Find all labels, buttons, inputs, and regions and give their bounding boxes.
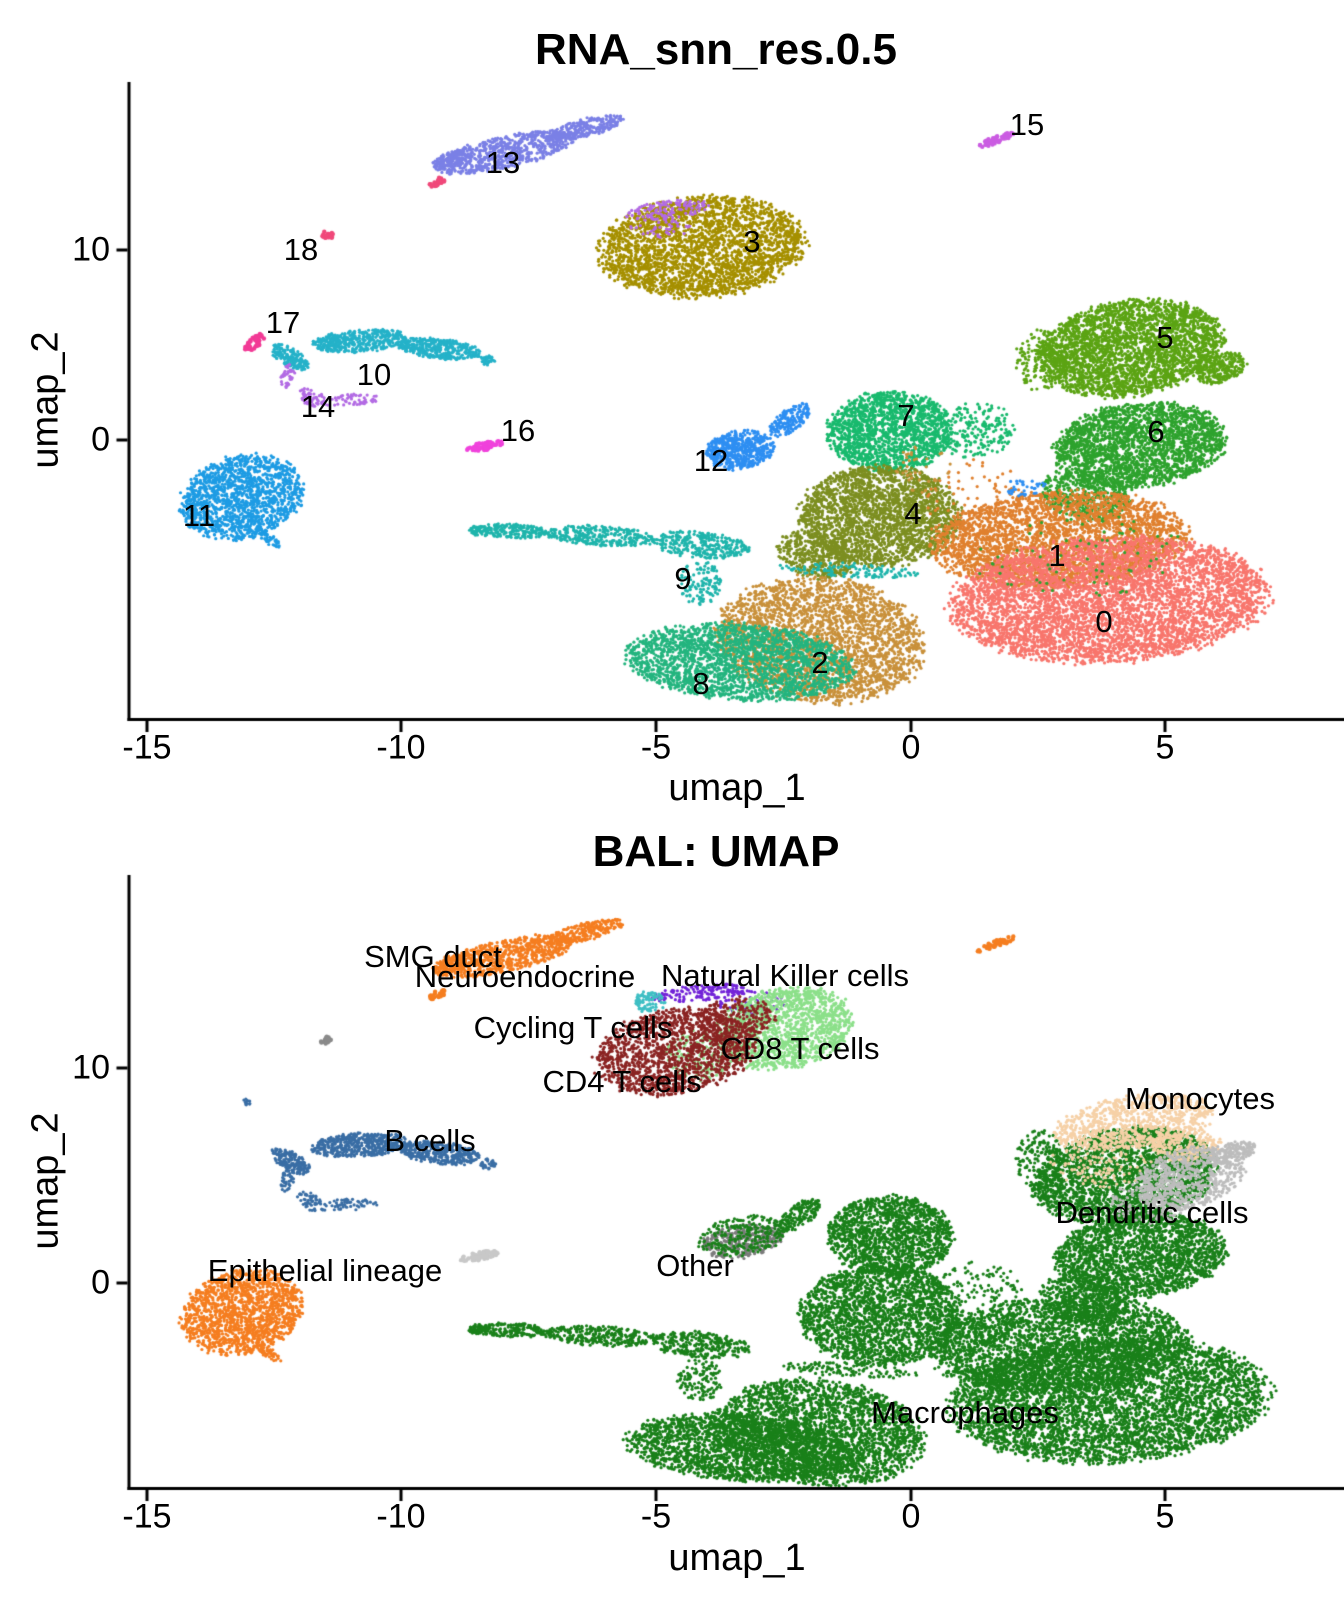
panel2-natural-killer-cells-label: Natural Killer cells: [660, 958, 910, 993]
panel2-other-label: Other: [656, 1248, 734, 1283]
panel1-ytick-10: 10: [72, 230, 110, 269]
panel1-cluster-16-label: 16: [500, 413, 536, 448]
panel1-cluster-1-label: 1: [1048, 538, 1066, 573]
panel1-cluster-2-label: 2: [811, 645, 829, 680]
panel2-xtick--10: -10: [376, 1497, 426, 1536]
panel2-ytick-10: 10: [72, 1048, 110, 1087]
panel1-cluster-7-label: 7: [897, 398, 915, 433]
panel1-cluster-12-label: 12: [693, 443, 729, 478]
panel1-xtick--5: -5: [640, 728, 672, 767]
panel1-cluster-11-label: 11: [182, 498, 216, 533]
panel2-xtick--15: -15: [122, 1497, 172, 1536]
panel2-xtick-5: 5: [1155, 1497, 1175, 1536]
panel1-ytick-0: 0: [91, 420, 110, 459]
panel2-xtick-0: 0: [901, 1497, 921, 1536]
panel1-cluster-8-label: 8: [692, 666, 710, 701]
panel1-cluster-5-label: 5: [1156, 320, 1174, 355]
panel1-cluster-13-label: 13: [485, 145, 521, 180]
panel1-cluster-3-label: 3: [743, 224, 761, 259]
panel1-cluster-10-label: 10: [356, 357, 392, 392]
panel1-cluster-9-label: 9: [674, 561, 692, 596]
panel2-monocytes-label: Monocytes: [1125, 1081, 1275, 1116]
panel1-x-axis-title: umap_1: [668, 767, 806, 809]
panel2-epithelial-lineage-label: Epithelial lineage: [207, 1253, 443, 1288]
panel2-cd8-t-cells-label: CD8 T cells: [720, 1031, 880, 1066]
panel2-dendritic-cells-label: Dendritic cells: [1055, 1195, 1249, 1230]
panel2-smg-duct-label: SMG duct: [364, 939, 502, 974]
panel1-xtick-5: 5: [1155, 728, 1175, 767]
panel1-xtick-0: 0: [901, 728, 921, 767]
panel1-cluster-14-label: 14: [300, 389, 336, 424]
panel1-cluster-0-label: 0: [1095, 604, 1113, 639]
panel1-cluster-18-label: 18: [283, 232, 319, 267]
panel2-cycling-t-cells-label: Cycling T cells: [473, 1010, 673, 1045]
panel2-b-cells-label: B cells: [384, 1123, 476, 1158]
panel1-xtick--10: -10: [376, 728, 426, 767]
panel2-cd4-t-cells-label: CD4 T cells: [542, 1064, 702, 1099]
panel2-ytick-0: 0: [91, 1263, 110, 1302]
panel1-cluster-6-label: 6: [1147, 414, 1165, 449]
panel2-xtick--5: -5: [640, 1497, 672, 1536]
panel1-cluster-15-label: 15: [1009, 107, 1045, 142]
panel2-title: BAL: UMAP: [592, 827, 840, 876]
panel1-title: RNA_snn_res.0.5: [535, 25, 897, 74]
panel1-xtick--15: -15: [122, 728, 172, 767]
panel2-macrophages-label: Macrophages: [871, 1395, 1059, 1430]
panel2-neuroendocrine-label: Neuroendocrine: [414, 959, 636, 994]
panel2-y-axis-title: umap_2: [24, 1112, 67, 1250]
panel1-y-axis-title: umap_2: [24, 331, 67, 469]
panel1-cluster-17-label: 17: [265, 305, 301, 340]
panel1-cluster-4-label: 4: [904, 496, 922, 531]
panel2-x-axis-title: umap_1: [668, 1537, 806, 1579]
